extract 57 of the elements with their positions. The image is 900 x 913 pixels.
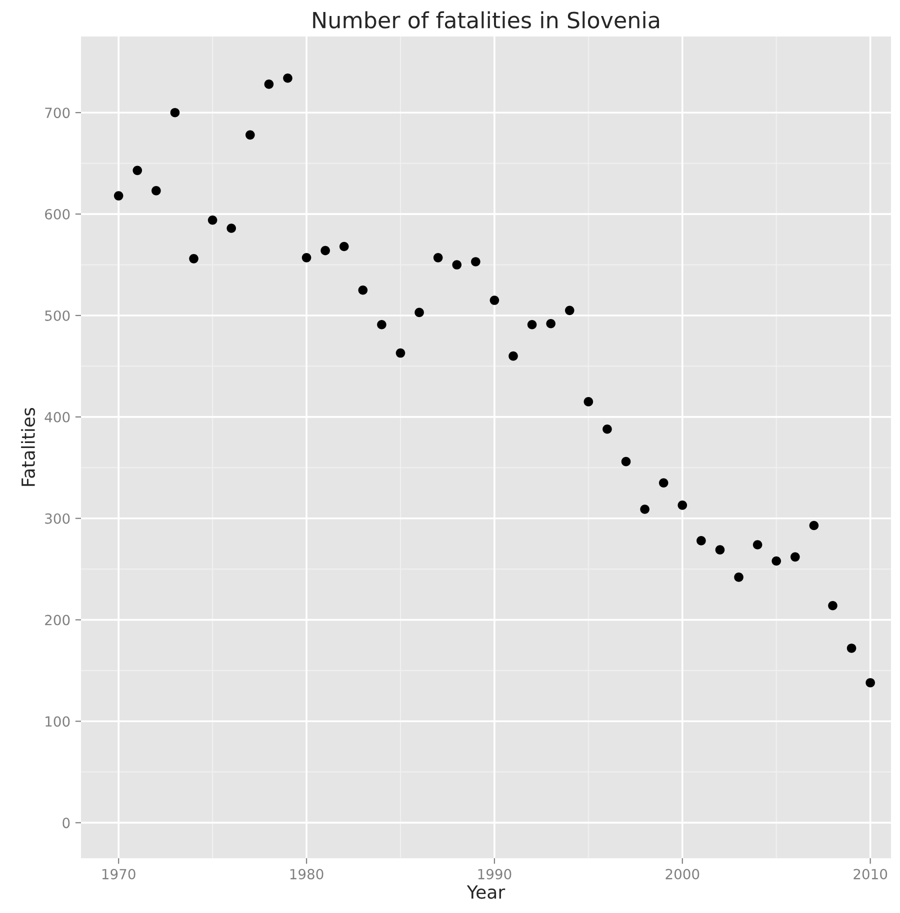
point: [396, 348, 406, 358]
x-tick-label: 2000: [666, 868, 700, 880]
point: [226, 224, 236, 233]
point: [264, 80, 274, 89]
point: [546, 318, 556, 328]
y-tick-label: 400: [44, 412, 70, 422]
point: [170, 108, 180, 118]
point: [452, 260, 462, 270]
point: [678, 500, 688, 510]
point: [772, 556, 782, 566]
point: [846, 644, 856, 653]
y-tick-label: 500: [45, 310, 70, 321]
point: [358, 285, 368, 295]
point: [564, 306, 574, 316]
point: [621, 456, 631, 466]
point: [790, 552, 800, 562]
x-tick-label: 1970: [102, 868, 136, 880]
y-tick-label: 600: [45, 209, 70, 220]
point: [809, 520, 819, 530]
point: [377, 320, 386, 330]
point: [584, 397, 594, 406]
x-tick-label: 2010: [854, 868, 888, 880]
point: [189, 254, 198, 264]
y-axis-title: Fatalities: [21, 408, 36, 486]
point: [658, 478, 668, 488]
point: [132, 166, 142, 176]
point: [320, 246, 330, 256]
point: [208, 215, 218, 225]
x-tick-label: 1980: [290, 868, 324, 880]
point: [734, 572, 744, 582]
y-tick-label: 0: [62, 818, 70, 828]
point: [302, 253, 312, 262]
y-tick-label: 200: [45, 614, 70, 626]
x-axis-title: Year: [466, 885, 506, 899]
point: [433, 253, 443, 262]
y-tick-label: 300: [45, 513, 70, 524]
point: [696, 536, 706, 546]
y-tick-label: 700: [45, 108, 70, 118]
point: [602, 424, 612, 434]
point: [245, 130, 255, 140]
point: [527, 320, 537, 330]
point: [490, 296, 500, 305]
point: [339, 242, 349, 252]
point: [866, 678, 875, 688]
point: [640, 504, 650, 514]
point: [152, 186, 161, 196]
point: [471, 257, 480, 266]
point: [414, 308, 424, 318]
point: [752, 540, 762, 550]
y-tick-label: 100: [46, 716, 70, 727]
point: [715, 545, 725, 554]
point: [114, 191, 124, 200]
x-tick-label: 1990: [478, 868, 512, 880]
point: [828, 600, 838, 610]
point: [508, 351, 518, 361]
chart-title: Number of fatalities in Slovenia: [313, 11, 659, 29]
point: [283, 73, 292, 83]
